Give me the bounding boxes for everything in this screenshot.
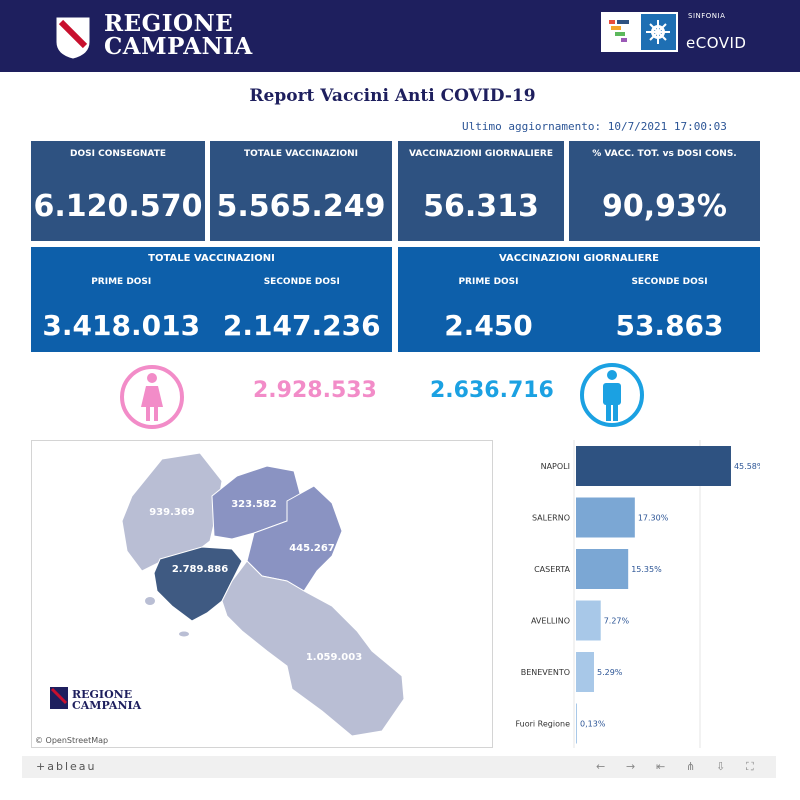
kpi-dosi-consegnate: DOSI CONSEGNATE 6.120.570: [31, 141, 205, 241]
sinfonia-label: SINFONIA: [688, 12, 726, 20]
sinfonia-logo: [601, 12, 678, 52]
bar-category-label: AVELLINO: [531, 617, 570, 626]
ecovid-label: eCOVID: [686, 34, 747, 52]
panel-totale-vaccinazioni: TOTALE VACCINAZIONI PRIME DOSI SECONDE D…: [31, 247, 392, 352]
prime-dosi-value: 3.418.013: [42, 309, 201, 342]
map-attribution[interactable]: © OpenStreetMap: [35, 736, 109, 745]
bar-value-label: 7.27%: [604, 617, 630, 626]
bar-chart-svg: NAPOLI 45.58% SALERNO 17.30% CASERTA 15.35% AV…: [516, 440, 765, 748]
bar-value-label: 15.35%: [631, 565, 662, 574]
bar-avellino[interactable]: [576, 600, 601, 641]
redo-icon[interactable]: →: [626, 760, 636, 773]
map-legend-logo: REGIONE CAMPANIA: [50, 687, 142, 712]
seconde-dosi-label: SECONDE DOSI: [263, 277, 340, 287]
revert-icon[interactable]: ⇤: [656, 760, 666, 773]
map-svg: 939.369 323.582 445.267 2.789.886 1.059.…: [50, 452, 405, 737]
campania-map[interactable]: 939.369 323.582 445.267 2.789.886 1.059.…: [31, 440, 493, 748]
kpi-vaccinazioni-giornaliere: VACCINAZIONI GIORNALIERE 56.313: [398, 141, 564, 241]
kpi-label: % VACC. TOT. vs DOSI CONS.: [592, 149, 737, 159]
header-bar: REGIONE CAMPANIA SINFONIA eCOVID: [0, 0, 800, 72]
province-bar-chart: NAPOLI 45.58% SALERNO 17.30% CASERTA 15.35% AV…: [512, 440, 765, 748]
map-label-avellino: 445.267: [289, 543, 335, 554]
last-update: Ultimo aggiornamento: 10/7/2021 17:00:03: [462, 120, 727, 133]
map-legend-line1: REGIONE: [72, 688, 132, 701]
panel-vaccinazioni-giornaliere: VACCINAZIONI GIORNALIERE PRIME DOSI SECO…: [398, 247, 760, 352]
map-legend-line2: CAMPANIA: [72, 699, 142, 712]
prime-dosi-label: PRIME DOSI: [91, 277, 152, 287]
prime-dosi-label: PRIME DOSI: [458, 277, 519, 287]
kpi-label: VACCINAZIONI GIORNALIERE: [408, 149, 554, 159]
regione-campania-shield-icon: [56, 17, 90, 59]
bar-category-label: CASERTA: [534, 565, 570, 574]
kpi-value: 90,93%: [602, 189, 727, 224]
kpi-value: 6.120.570: [33, 189, 203, 224]
map-labels: 939.369 323.582 445.267 2.789.886 1.059.…: [149, 499, 362, 663]
female-value: 2.928.533: [253, 378, 377, 403]
fullscreen-icon[interactable]: ⛶: [746, 760, 754, 773]
bar-value-label: 17.30%: [638, 514, 669, 523]
tableau-brand[interactable]: +ableau: [36, 760, 97, 773]
bar-value-label: 45.58%: [734, 462, 760, 471]
seconde-dosi-value: 53.863: [615, 309, 724, 342]
female-icon: [120, 365, 184, 429]
map-region-napoli[interactable]: [153, 546, 243, 622]
map-label-caserta: 939.369: [149, 507, 195, 518]
map-label-salerno: 1.059.003: [306, 652, 362, 663]
seconde-dosi-label: SECONDE DOSI: [631, 277, 708, 287]
male-value: 2.636.716: [430, 378, 554, 403]
panel-title: VACCINAZIONI GIORNALIERE: [498, 253, 660, 264]
tableau-footer: +ableau ← → ⇤ ⋔ ⇩ ⛶: [22, 756, 776, 778]
bar-category-label: BENEVENTO: [521, 668, 570, 677]
map-region-caserta[interactable]: [121, 452, 223, 572]
undo-icon[interactable]: ←: [596, 760, 606, 773]
bar-value-label: 0,13%: [580, 720, 606, 729]
page-title: Report Vaccini Anti COVID-19: [249, 86, 536, 106]
kpi-label: TOTALE VACCINAZIONI: [244, 149, 358, 159]
panel-title: TOTALE VACCINAZIONI: [148, 253, 275, 264]
kpi-percentuale: % VACC. TOT. vs DOSI CONS. 90,93%: [569, 141, 760, 241]
bar-category-label: SALERNO: [532, 514, 570, 523]
logo-line2: CAMPANIA: [104, 33, 253, 60]
download-icon[interactable]: ⇩: [716, 760, 726, 773]
sinfonia-mark-icon: [609, 14, 676, 50]
bar-category-label: NAPOLI: [541, 462, 570, 471]
kpi-label: DOSI CONSEGNATE: [70, 149, 166, 159]
bar-caserta[interactable]: [576, 549, 629, 589]
bar-fuori-regione[interactable]: [576, 703, 577, 744]
map-label-napoli: 2.789.886: [172, 564, 228, 575]
map-island-ischia: [145, 597, 155, 605]
logo-line1: REGIONE: [104, 10, 234, 37]
prime-dosi-value: 2.450: [444, 309, 533, 342]
bar-value-label: 5.29%: [597, 668, 623, 677]
bar-category-label: Fuori Regione: [516, 720, 571, 729]
map-label-benevento: 323.582: [231, 499, 277, 510]
map-island-capri: [179, 631, 189, 637]
bar-group: NAPOLI 45.58% SALERNO 17.30% CASERTA 15.35% AV…: [516, 446, 765, 744]
kpi-totale-vaccinazioni: TOTALE VACCINAZIONI 5.565.249: [210, 141, 392, 241]
kpi-value: 56.313: [423, 189, 539, 224]
seconde-dosi-value: 2.147.236: [222, 309, 381, 342]
kpi-value: 5.565.249: [216, 189, 386, 224]
bar-salerno[interactable]: [576, 497, 635, 538]
bar-napoli[interactable]: [576, 446, 731, 486]
bar-benevento[interactable]: [576, 652, 594, 692]
map-region-salerno[interactable]: [221, 560, 405, 737]
share-icon[interactable]: ⋔: [686, 760, 696, 773]
logo-text: REGIONE CAMPANIA: [104, 12, 253, 58]
male-icon: [580, 363, 644, 427]
